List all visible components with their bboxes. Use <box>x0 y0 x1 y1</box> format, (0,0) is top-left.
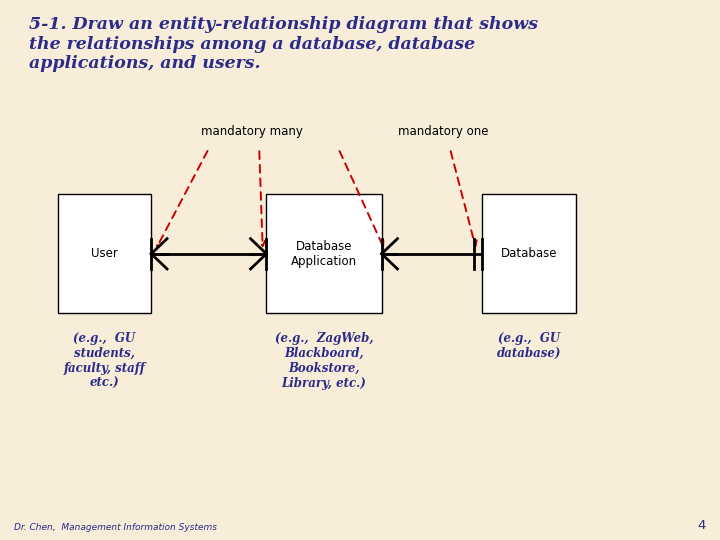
Bar <box>266 194 382 313</box>
Text: Database: Database <box>501 247 557 260</box>
Text: User: User <box>91 247 118 260</box>
Text: (e.g.,  ZagWeb,
Blackboard,
Bookstore,
Library, etc.): (e.g., ZagWeb, Blackboard, Bookstore, Li… <box>275 332 373 390</box>
Text: Dr. Chen,  Management Information Systems: Dr. Chen, Management Information Systems <box>14 523 217 532</box>
Bar <box>482 194 576 313</box>
Text: 5-1. Draw an entity-relationship diagram that shows
the relationships among a da: 5-1. Draw an entity-relationship diagram… <box>29 16 538 72</box>
Text: Database
Application: Database Application <box>291 240 357 268</box>
Text: 4: 4 <box>697 519 706 532</box>
Bar <box>58 194 151 313</box>
Text: mandatory many: mandatory many <box>201 125 303 138</box>
Text: (e.g.,  GU
database): (e.g., GU database) <box>497 332 562 360</box>
Text: (e.g.,  GU
students,
faculty, staff
etc.): (e.g., GU students, faculty, staff etc.) <box>63 332 145 390</box>
Text: mandatory one: mandatory one <box>397 125 488 138</box>
